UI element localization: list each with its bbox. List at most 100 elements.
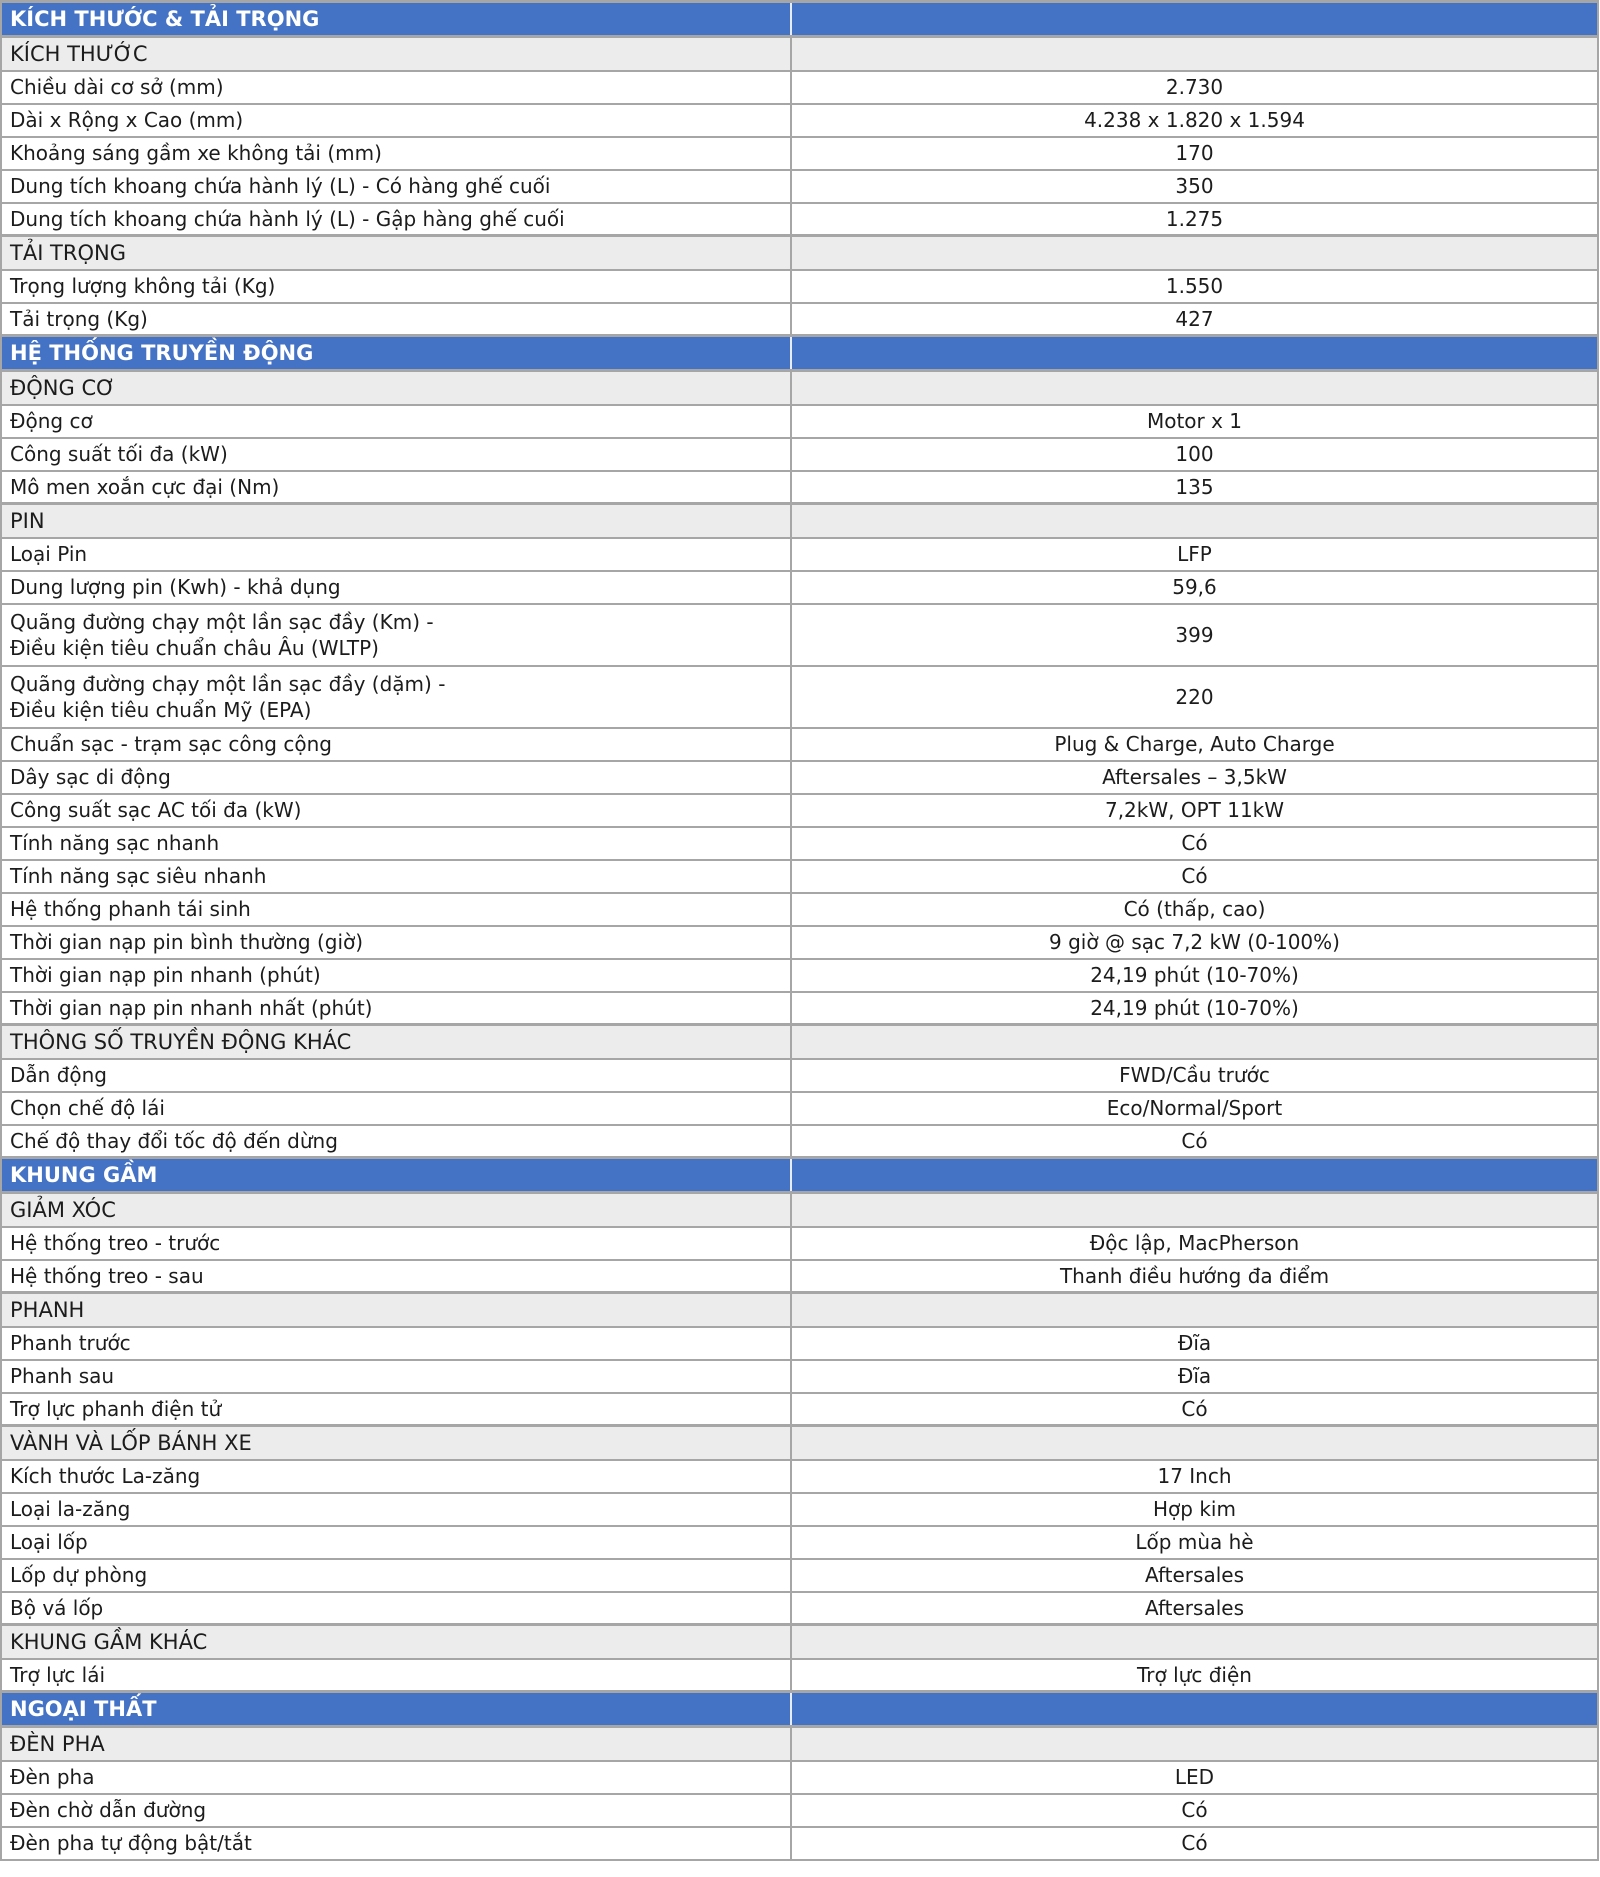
header-label: ĐÈN PHA	[0, 1725, 792, 1762]
subsection-header-row: ĐÈN PHA	[0, 1725, 1599, 1762]
section-header-row: KHUNG GẦM	[0, 1156, 1599, 1194]
spec-row: Đèn pha LED	[0, 1759, 1599, 1795]
spec-value: Hợp kim	[790, 1491, 1599, 1527]
spec-value: 17 Inch	[790, 1458, 1599, 1494]
subsection-header-row: PHANH	[0, 1291, 1599, 1328]
spec-row: Hệ thống treo - trước Độc lập, MacPherson	[0, 1225, 1599, 1261]
spec-label: Chế độ thay đổi tốc độ đến dừng	[0, 1123, 792, 1159]
spec-row: Quãng đường chạy một lần sạc đầy (Km) - …	[0, 602, 1599, 667]
spec-row: Chiều dài cơ sở (mm) 2.730	[0, 69, 1599, 105]
spec-value: Có (thấp, cao)	[790, 891, 1599, 927]
spec-value: Plug & Charge, Auto Charge	[790, 726, 1599, 762]
spec-value: Có	[790, 1123, 1599, 1159]
spec-value: Có	[790, 825, 1599, 861]
header-value-cell	[790, 502, 1599, 539]
spec-row: Kích thước La-zăng 17 Inch	[0, 1458, 1599, 1494]
spec-row: Mô men xoắn cực đại (Nm) 135	[0, 469, 1599, 505]
spec-value: Aftersales	[790, 1590, 1599, 1626]
spec-label: Mô men xoắn cực đại (Nm)	[0, 469, 792, 505]
header-value-cell	[790, 334, 1599, 372]
spec-label: Công suất sạc AC tối đa (kW)	[0, 792, 792, 828]
spec-value: Thanh điều hướng đa điểm	[790, 1258, 1599, 1294]
spec-row: Công suất tối đa (kW) 100	[0, 436, 1599, 472]
spec-value: Motor x 1	[790, 403, 1599, 439]
spec-value: 7,2kW, OPT 11kW	[790, 792, 1599, 828]
spec-row: Dẫn động FWD/Cầu trước	[0, 1057, 1599, 1093]
spec-row: Lốp dự phòng Aftersales	[0, 1557, 1599, 1593]
spec-row: Dung tích khoang chứa hành lý (L) - Gập …	[0, 201, 1599, 237]
spec-value: 100	[790, 436, 1599, 472]
spec-row: Trợ lực lái Trợ lực điện	[0, 1657, 1599, 1693]
spec-value: 4.238 x 1.820 x 1.594	[790, 102, 1599, 138]
spec-value: 427	[790, 301, 1599, 337]
spec-value: Có	[790, 1391, 1599, 1427]
header-label: NGOẠI THẤT	[0, 1690, 792, 1728]
spec-row: Dung tích khoang chứa hành lý (L) - Có h…	[0, 168, 1599, 204]
spec-value: Có	[790, 858, 1599, 894]
spec-row: Dung lượng pin (Kwh) - khả dụng 59,6	[0, 569, 1599, 605]
subsection-header-row: TẢI TRỌNG	[0, 234, 1599, 271]
spec-value: 24,19 phút (10-70%)	[790, 990, 1599, 1026]
header-label: VÀNH VÀ LỐP BÁNH XE	[0, 1424, 792, 1461]
spec-value: 1.275	[790, 201, 1599, 237]
spec-row: Khoảng sáng gầm xe không tải (mm) 170	[0, 135, 1599, 171]
spec-row: Đèn pha tự động bật/tắt Có	[0, 1825, 1599, 1861]
spec-label: Hệ thống treo - trước	[0, 1225, 792, 1261]
subsection-header-row: KHUNG GẦM KHÁC	[0, 1623, 1599, 1660]
subsection-header-row: THÔNG SỐ TRUYỀN ĐỘNG KHÁC	[0, 1023, 1599, 1060]
header-label: GIẢM XÓC	[0, 1191, 792, 1228]
spec-value: Lốp mùa hè	[790, 1524, 1599, 1560]
spec-label: Loại lốp	[0, 1524, 792, 1560]
spec-row: Phanh trước Đĩa	[0, 1325, 1599, 1361]
header-label: KHUNG GẦM	[0, 1156, 792, 1194]
subsection-header-row: ĐỘNG CƠ	[0, 369, 1599, 406]
spec-row: Thời gian nạp pin nhanh (phút) 24,19 phút…	[0, 957, 1599, 993]
spec-label: Chuẩn sạc - trạm sạc công cộng	[0, 726, 792, 762]
subsection-header-row: KÍCH THƯỚC	[0, 35, 1599, 72]
spec-value: Có	[790, 1792, 1599, 1828]
spec-row: Dây sạc di động Aftersales – 3,5kW	[0, 759, 1599, 795]
header-value-cell	[790, 1023, 1599, 1060]
spec-value: Đĩa	[790, 1358, 1599, 1394]
header-value-cell	[790, 35, 1599, 72]
section-header-row: HỆ THỐNG TRUYỀN ĐỘNG	[0, 334, 1599, 372]
spec-label: Công suất tối đa (kW)	[0, 436, 792, 472]
spec-value: Đĩa	[790, 1325, 1599, 1361]
header-label: ĐỘNG CƠ	[0, 369, 792, 406]
spec-value: Aftersales	[790, 1557, 1599, 1593]
spec-value: 24,19 phút (10-70%)	[790, 957, 1599, 993]
spec-label: Hệ thống phanh tái sinh	[0, 891, 792, 927]
spec-value: 135	[790, 469, 1599, 505]
spec-value: Aftersales – 3,5kW	[790, 759, 1599, 795]
spec-row: Loại lốp Lốp mùa hè	[0, 1524, 1599, 1560]
spec-value: 399	[790, 602, 1599, 667]
spec-row: Bộ vá lốp Aftersales	[0, 1590, 1599, 1626]
header-value-cell	[790, 1424, 1599, 1461]
spec-row: Loại Pin LFP	[0, 536, 1599, 572]
spec-value: 220	[790, 664, 1599, 729]
spec-label: Thời gian nạp pin nhanh (phút)	[0, 957, 792, 993]
header-value-cell	[790, 0, 1599, 38]
spec-value: 2.730	[790, 69, 1599, 105]
spec-row: Phanh sau Đĩa	[0, 1358, 1599, 1394]
spec-row: Hệ thống treo - sau Thanh điều hướng đa đ…	[0, 1258, 1599, 1294]
spec-label: Dung lượng pin (Kwh) - khả dụng	[0, 569, 792, 605]
spec-row: Tính năng sạc nhanh Có	[0, 825, 1599, 861]
spec-label: Tính năng sạc nhanh	[0, 825, 792, 861]
spec-row: Công suất sạc AC tối đa (kW) 7,2kW, OPT 1…	[0, 792, 1599, 828]
spec-row: Thời gian nạp pin nhanh nhất (phút) 24,19…	[0, 990, 1599, 1026]
spec-row: Dài x Rộng x Cao (mm) 4.238 x 1.820 x 1.5…	[0, 102, 1599, 138]
header-value-cell	[790, 369, 1599, 406]
spec-row: Động cơ Motor x 1	[0, 403, 1599, 439]
spec-row: Chuẩn sạc - trạm sạc công cộng Plug & Cha…	[0, 726, 1599, 762]
spec-value: LED	[790, 1759, 1599, 1795]
spec-label: Dẫn động	[0, 1057, 792, 1093]
spec-label: Chọn chế độ lái	[0, 1090, 792, 1126]
spec-value: 1.550	[790, 268, 1599, 304]
header-value-cell	[790, 1623, 1599, 1660]
subsection-header-row: VÀNH VÀ LỐP BÁNH XE	[0, 1424, 1599, 1461]
spec-row: Thời gian nạp pin bình thường (giờ) 9 giờ…	[0, 924, 1599, 960]
spec-value: Trợ lực điện	[790, 1657, 1599, 1693]
